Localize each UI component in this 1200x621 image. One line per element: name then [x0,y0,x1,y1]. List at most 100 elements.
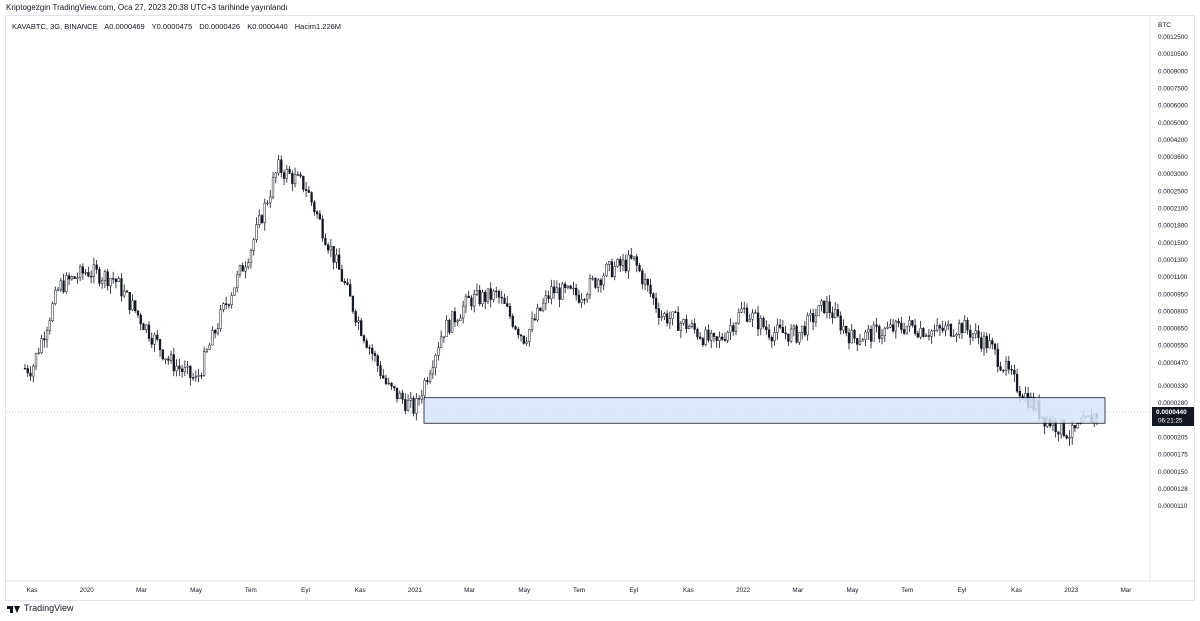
candle-body [536,307,539,321]
candle-body [406,400,410,411]
candle-body [244,266,247,272]
time-tick-label: Eyl [958,587,967,594]
candle-body [649,284,652,295]
candle-body [778,324,782,328]
candle-body [993,343,997,350]
candle-body [916,333,920,338]
candle-body [329,246,333,251]
candle-body [685,319,688,330]
price-axis[interactable]: 0.0012500 0.0010500 0.0009000 0.0007500 0.00… [1158,34,1188,510]
candle-body [858,340,862,345]
candle-body [167,358,170,361]
candle-body [602,275,605,286]
candle-body [988,340,991,349]
candle-body [825,301,829,313]
candle-body [591,278,594,280]
price-tick-label: 0.0001100 [1158,274,1188,281]
candle-body [927,335,931,337]
candle-body [379,365,382,376]
candle-body [269,196,272,204]
candle-body [484,291,487,302]
candle-body [853,329,856,339]
countdown-timer: 06:21:25 [1158,418,1183,425]
symbol-info-bar: KAVABTC, 3G, BINANCE A0.0000469 Y0.00004… [12,22,346,31]
candle-body [266,202,269,205]
candle-body [627,254,630,272]
candle-body [613,266,616,278]
candle-body [508,306,512,317]
price-tick-label: 0.0000550 [1158,343,1188,350]
time-tick-label: Mar [464,587,475,594]
candle-body [908,320,911,327]
candle-body [423,380,426,397]
candle-body [723,339,727,341]
candle-body [340,269,344,282]
candle-body [313,201,316,212]
price-tick-label: 0.0007500 [1158,85,1188,92]
tradingview-brand[interactable]: TradingView [7,603,74,613]
candle-body [247,262,250,268]
candle-body [544,295,547,304]
candle-body [307,190,310,193]
candle-body [338,254,341,270]
candle-body [164,358,167,360]
candle-body [836,309,840,317]
candle-body [76,277,79,279]
candle-body [51,303,54,321]
candle-body [665,313,669,324]
candle-body [445,319,448,337]
candle-body [809,313,812,316]
candle-body [456,320,459,323]
candle-body [150,338,153,345]
candle-body [481,291,484,305]
candle-body [704,329,707,346]
candle-body [123,290,126,297]
candle-body [357,320,360,323]
candle-body [161,349,164,360]
support-zone-rectangle[interactable] [423,397,1106,424]
price-tick-label: 0.0000650 [1158,326,1188,333]
candle-body [70,276,73,280]
candle-body [674,311,677,313]
currency-label: BTC [1158,22,1171,29]
candle-body [310,192,313,203]
candle-body [158,339,162,351]
candle-body [120,278,123,297]
candle-body [296,174,299,176]
candle-body [1002,369,1005,372]
candle-body [103,271,107,281]
time-tick-label: Kas [355,587,366,594]
candle-body [525,341,528,344]
candle-body [178,365,181,370]
candle-body [638,264,641,272]
candle-body [517,328,520,336]
candle-body [156,334,159,340]
candle-body [1068,437,1071,439]
candle-body [514,326,517,330]
candle-body [183,367,186,373]
candle-body [139,314,142,325]
candle-body [652,293,655,299]
candle-body [924,335,928,337]
time-axis[interactable]: Kas 2020 Mar May Tem Eyl Kas 2021 Mar May Tem Eyl Ka… [27,587,1132,594]
candle-body [608,261,611,265]
symbol-ticker[interactable]: KAVABTC, 3G, BINANCE [12,22,98,31]
candle-body [668,318,672,324]
time-tick-label: 2022 [736,587,751,594]
candle-body [81,266,85,274]
candle-body [236,274,239,289]
candle-body [958,323,961,335]
candle-body [1076,423,1079,429]
candle-body [128,292,131,311]
candle-body [687,326,691,330]
candle-body [839,315,842,331]
candle-body [660,316,663,318]
candle-body [732,325,735,332]
candle-body [387,382,390,385]
candle-body [417,398,421,400]
candle-body [533,318,536,321]
candle-body [806,315,809,336]
candle-body [43,338,46,341]
candle-body [202,351,206,376]
